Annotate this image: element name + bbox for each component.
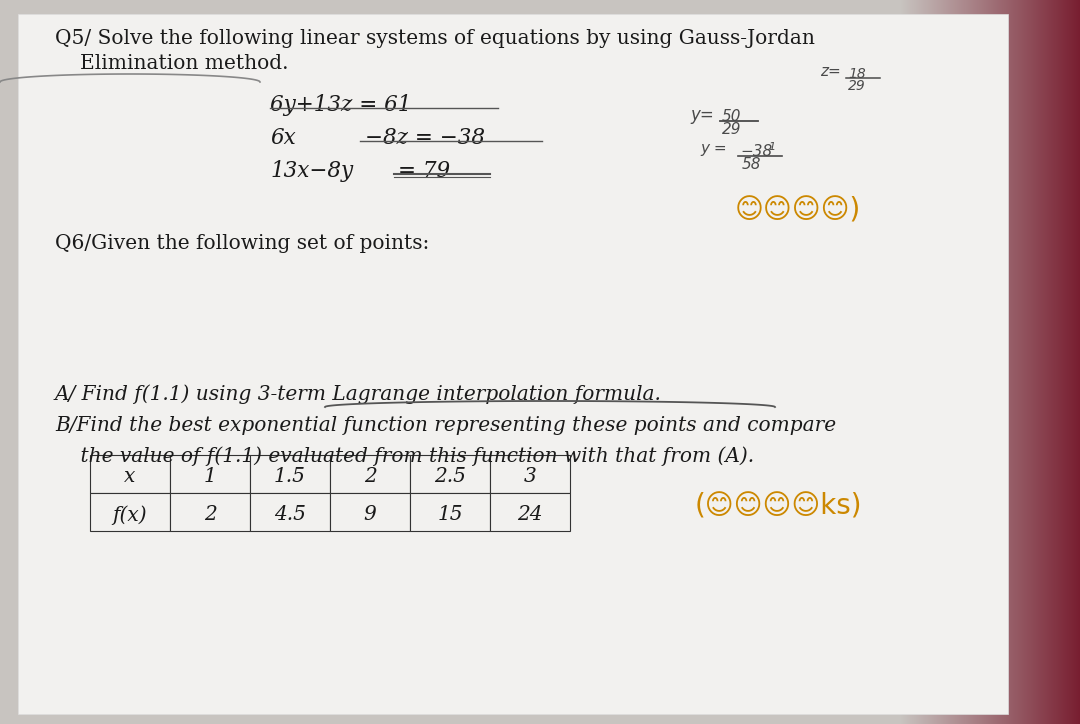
Text: 29: 29	[848, 79, 866, 93]
Text: 2.5: 2.5	[434, 467, 465, 486]
Text: Q6/Given the following set of points:: Q6/Given the following set of points:	[55, 234, 430, 253]
Text: A/ Find f(1.1) using 3-term Lagrange interpolation formula.: A/ Find f(1.1) using 3-term Lagrange int…	[55, 384, 662, 404]
Bar	[90, 455, 170, 493]
Bar	[410, 493, 490, 531]
Text: f(x): f(x)	[112, 505, 147, 525]
Bar	[170, 493, 249, 531]
Text: B/Find the best exponential function representing these points and compare: B/Find the best exponential function rep…	[55, 416, 836, 435]
Text: x: x	[124, 467, 136, 486]
Text: (😊😊😊😊ks): (😊😊😊😊ks)	[696, 492, 863, 520]
Bar	[330, 493, 410, 531]
Text: 2: 2	[364, 467, 376, 486]
Text: 6x: 6x	[270, 127, 296, 149]
Bar	[170, 455, 249, 493]
Text: z=: z=	[820, 64, 840, 79]
Text: 50: 50	[723, 109, 742, 124]
Text: 1.5: 1.5	[274, 467, 306, 486]
Text: 29: 29	[723, 122, 742, 137]
Text: = 79: = 79	[399, 160, 450, 182]
Bar	[330, 455, 410, 493]
Text: Elimination method.: Elimination method.	[80, 54, 288, 73]
Text: y =: y =	[700, 141, 727, 156]
Text: 13x−8y: 13x−8y	[270, 160, 353, 182]
Bar	[249, 493, 330, 531]
Text: 1: 1	[204, 467, 216, 486]
Bar	[90, 493, 170, 531]
Text: 😊😊😊😊): 😊😊😊😊)	[735, 197, 861, 225]
Bar	[410, 455, 490, 493]
Text: the value of f(1.1) evaluated from this function with that from (A).: the value of f(1.1) evaluated from this …	[55, 446, 754, 466]
FancyBboxPatch shape	[18, 14, 1008, 714]
Text: 24: 24	[517, 505, 543, 524]
Text: 6y+13z = 61: 6y+13z = 61	[270, 94, 411, 116]
Text: −8z = −38: −8z = −38	[365, 127, 485, 149]
Text: y=: y=	[690, 106, 714, 124]
Text: 58: 58	[742, 157, 761, 172]
Text: 15: 15	[437, 505, 462, 524]
Text: −38: −38	[740, 144, 772, 159]
Bar	[490, 455, 570, 493]
Bar	[490, 493, 570, 531]
Text: 1: 1	[768, 142, 775, 152]
Text: 4.5: 4.5	[274, 505, 306, 524]
Text: 3: 3	[524, 467, 537, 486]
Text: 18: 18	[848, 67, 866, 81]
Bar	[249, 455, 330, 493]
Text: Q5/ Solve the following linear systems of equations by using Gauss-Jordan: Q5/ Solve the following linear systems o…	[55, 29, 815, 48]
Text: 2: 2	[204, 505, 216, 524]
Text: 9: 9	[364, 505, 376, 524]
